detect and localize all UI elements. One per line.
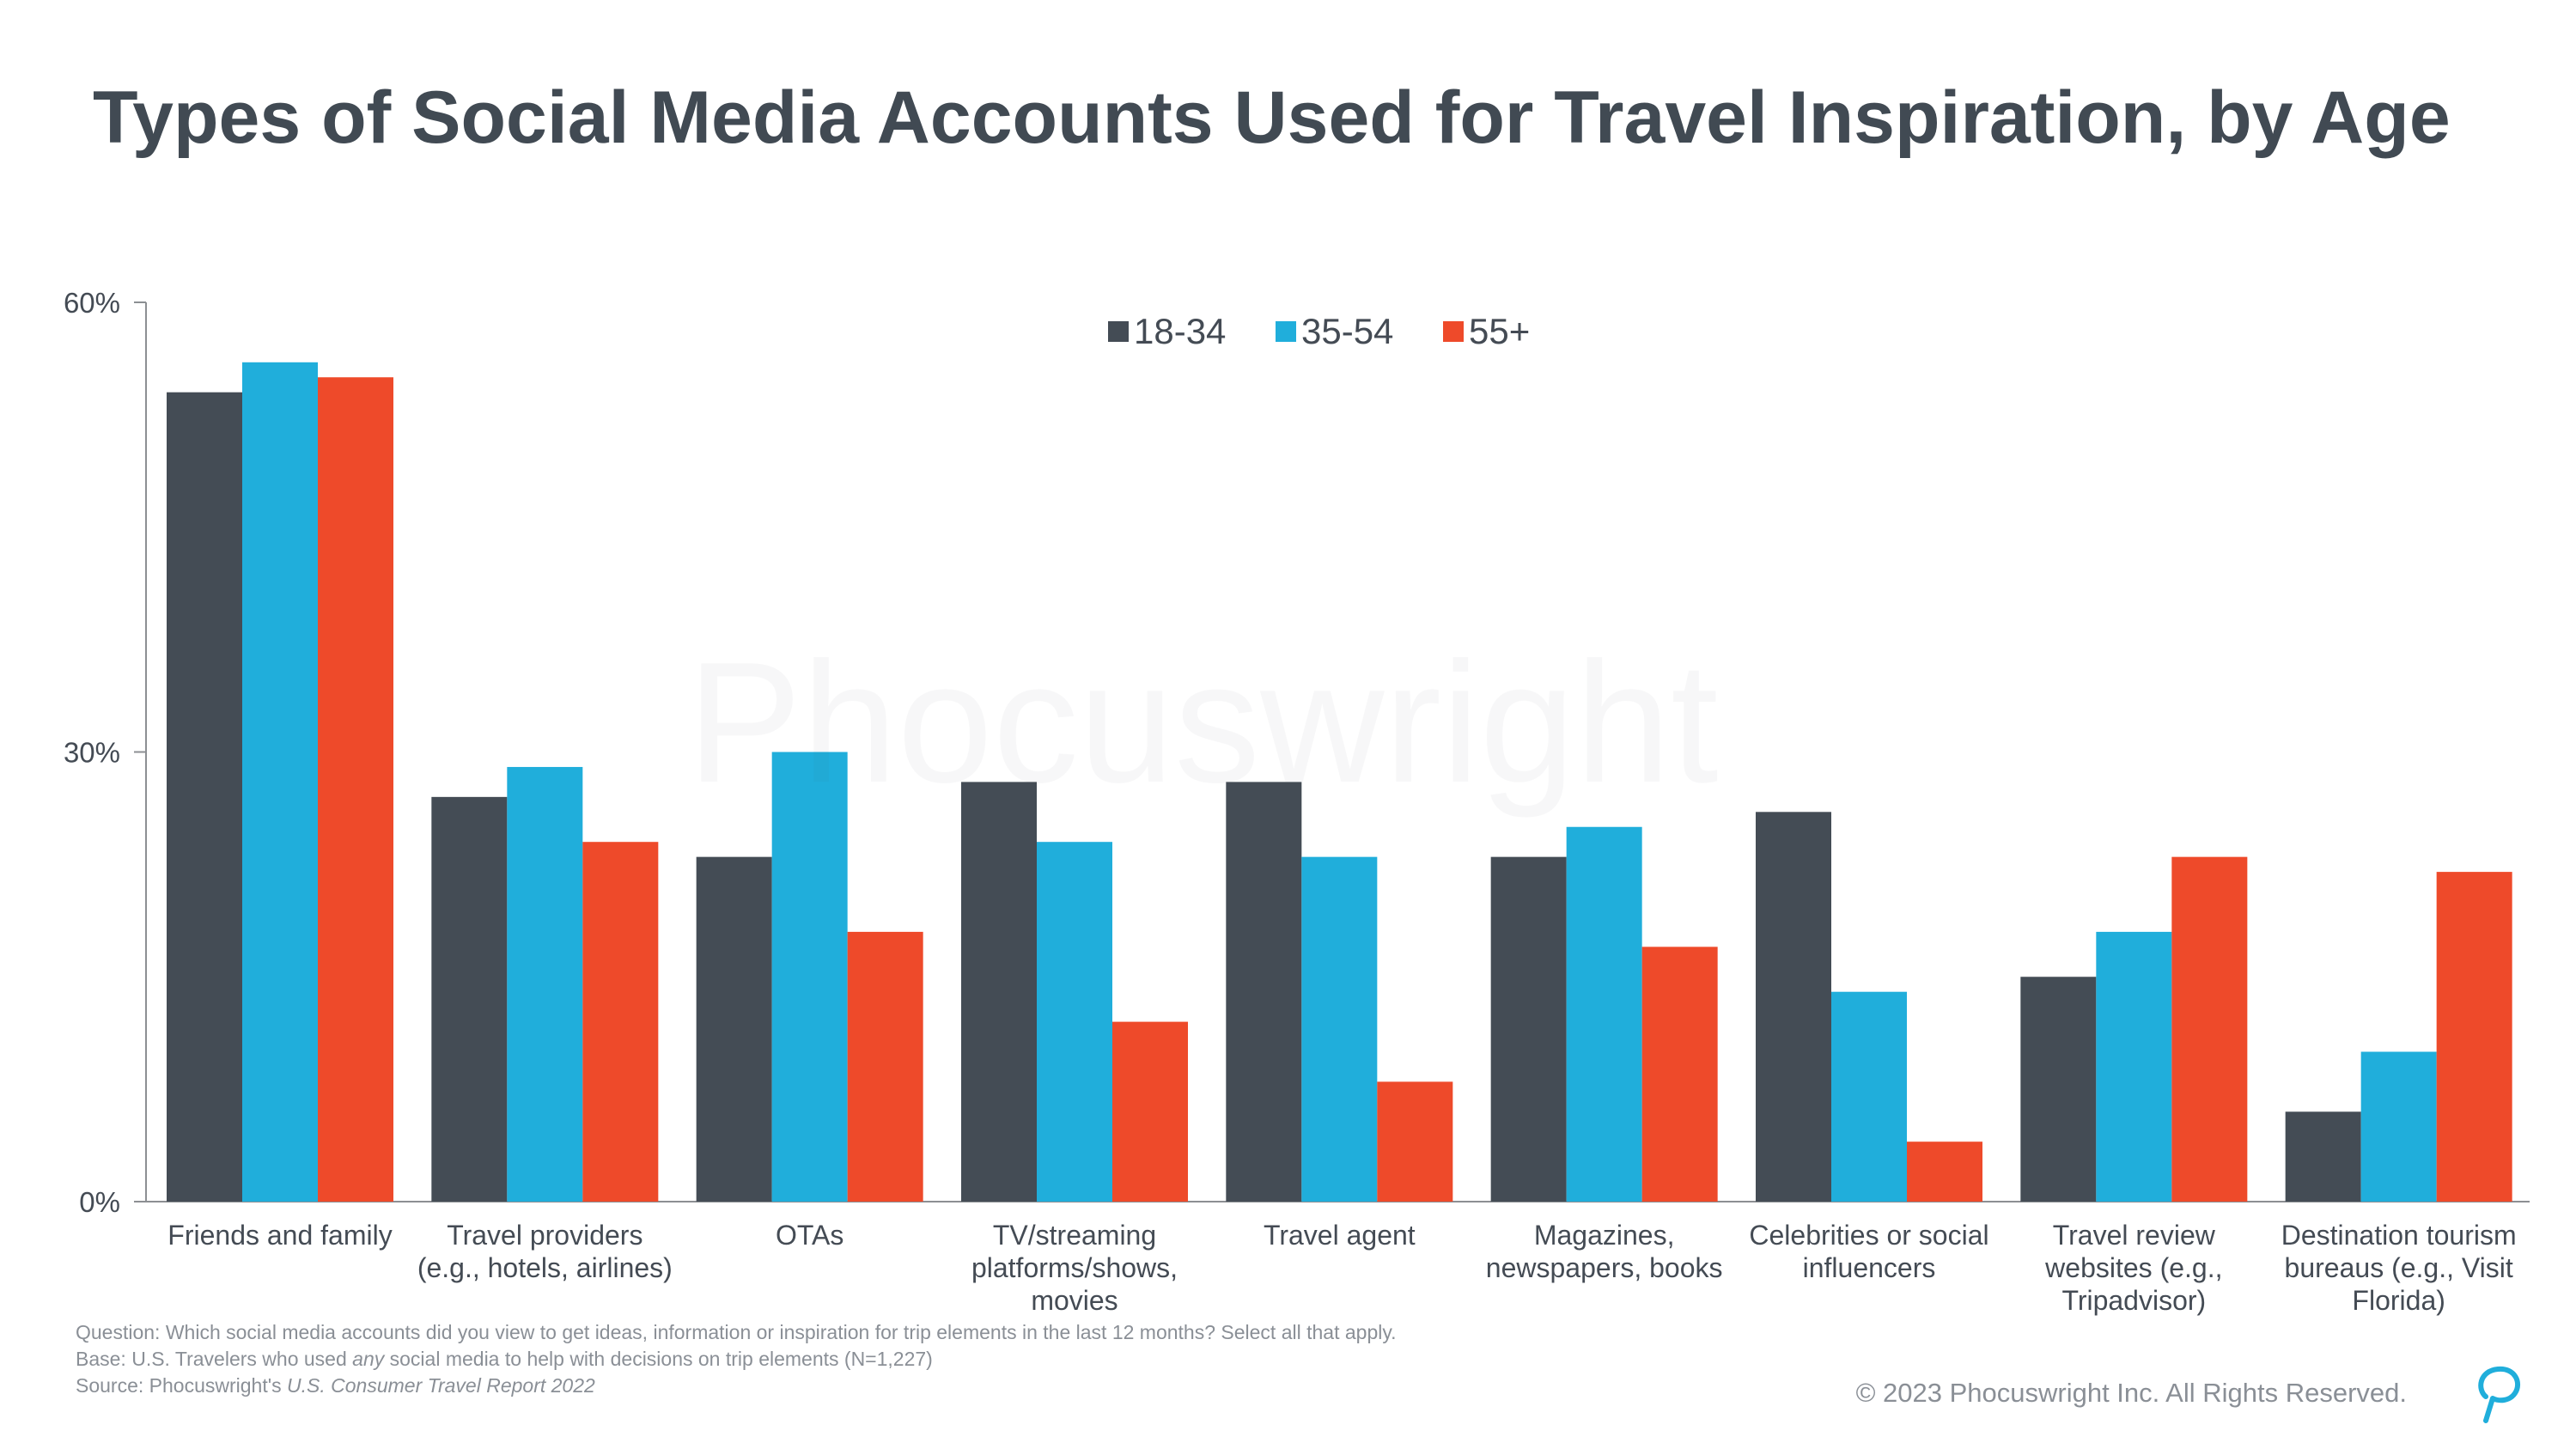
copyright-text: © 2023 Phocuswright Inc. All Rights Rese… [1855, 1378, 2407, 1408]
bar-18-34-3 [961, 782, 1037, 1202]
bar-55plus-3 [1112, 1021, 1188, 1202]
x-category-label: Friends and family [167, 1220, 392, 1251]
bar-18-34-5 [1490, 856, 1567, 1202]
bar-35-54-4 [1301, 856, 1378, 1202]
x-category-label: Celebrities or social influencers [1749, 1220, 1988, 1283]
x-category-label: TV/streaming platforms/shows, movies [971, 1220, 1178, 1316]
bar-55plus-8 [2436, 872, 2512, 1202]
legend-label: 55+ [1469, 311, 1530, 351]
phocuswright-p-logo-icon [2474, 1362, 2525, 1430]
bar-35-54-0 [242, 362, 318, 1202]
x-category-label: Travel review websites (e.g., Tripadvisor) [2044, 1220, 2222, 1316]
bar-18-34-1 [431, 796, 508, 1202]
bars [167, 362, 2512, 1202]
bar-35-54-7 [2096, 931, 2172, 1202]
bar-18-34-4 [1226, 782, 1302, 1202]
bar-18-34-7 [2020, 977, 2097, 1202]
bar-35-54-1 [507, 766, 583, 1202]
bar-55plus-7 [2171, 856, 2248, 1202]
legend-swatch [1108, 321, 1129, 342]
x-category-label: Destination tourism bureaus (e.g., Visit F… [2281, 1220, 2517, 1316]
legend-swatch [1276, 321, 1296, 342]
x-category-label: OTAs [776, 1220, 843, 1251]
legend-label: 35-54 [1301, 311, 1393, 351]
footnotes: Question: Which social media accounts di… [76, 1319, 1397, 1399]
y-tick-label: 0% [79, 1186, 120, 1218]
bar-55plus-6 [1907, 1142, 1982, 1202]
x-category-label: Travel agent [1264, 1220, 1416, 1251]
bar-55plus-1 [582, 842, 659, 1202]
bar-18-34-2 [696, 856, 772, 1202]
bar-18-34-0 [167, 392, 242, 1202]
category-labels: Friends and family Travel providers (e.g.,… [167, 1220, 2516, 1316]
footnote-question: Question: Which social media accounts di… [76, 1321, 1397, 1343]
bar-35-54-5 [1566, 826, 1642, 1202]
bar-55plus-4 [1377, 1081, 1453, 1202]
legend-swatch [1443, 321, 1464, 342]
bar-18-34-6 [1756, 812, 1831, 1202]
bar-55plus-2 [847, 931, 923, 1202]
y-tick-label: 30% [64, 737, 120, 769]
footnote-base: Base: U.S. Travelers who used any social… [76, 1348, 933, 1370]
bar-35-54-2 [771, 752, 848, 1202]
y-tick-label: 60% [64, 287, 120, 319]
bar-35-54-6 [1831, 991, 1907, 1202]
x-category-label: Travel providers (e.g., hotels, airlines) [417, 1220, 673, 1283]
bar-55plus-0 [318, 377, 393, 1202]
legend: 18-34 35-54 55+ [1108, 311, 1530, 351]
x-category-label: Magazines, newspapers, books [1486, 1220, 1723, 1283]
bar-18-34-8 [2285, 1111, 2361, 1202]
legend-label: 18-34 [1134, 311, 1226, 351]
footnote-source: Source: Phocuswright's U.S. Consumer Tra… [76, 1374, 595, 1397]
bar-35-54-3 [1037, 842, 1112, 1202]
bar-35-54-8 [2360, 1051, 2437, 1202]
chart-title: Types of Social Media Accounts Used for … [93, 76, 2451, 159]
bar-55plus-5 [1641, 947, 1718, 1202]
